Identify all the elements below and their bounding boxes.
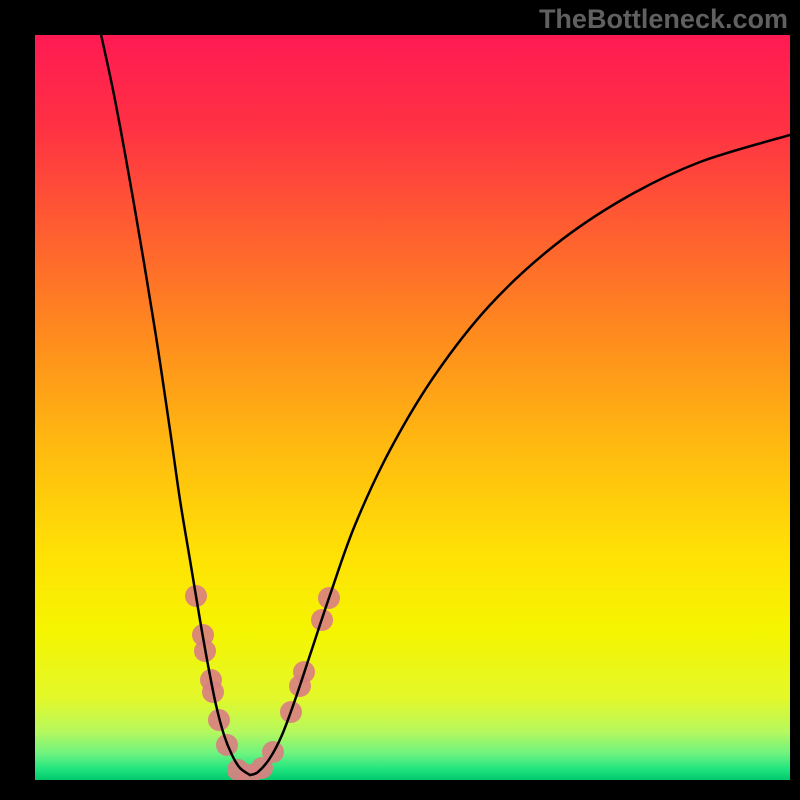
chart-svg-layer [0,0,800,800]
chart-stage: TheBottleneck.com [0,0,800,800]
curve-right-branch [250,135,790,775]
curve-left-branch [100,30,250,775]
watermark-text: TheBottleneck.com [539,4,788,35]
